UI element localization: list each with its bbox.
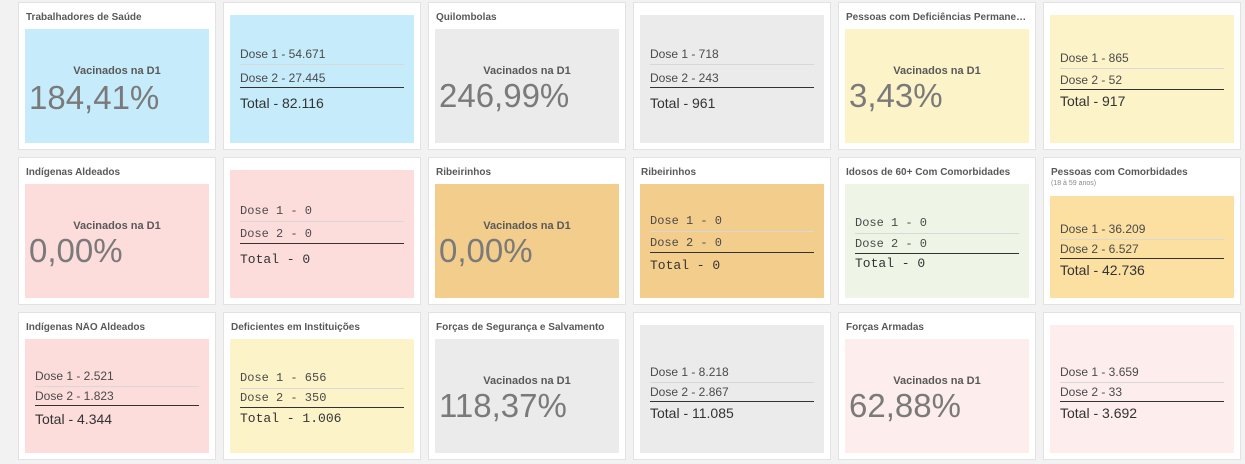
doses-box: Dose 1 - 0 Dose 2 - 0 Total - 0 [230, 170, 414, 298]
tile-title: Indígenas NÃO Aldeados [26, 322, 146, 333]
total-text: Total - 0 [650, 258, 721, 273]
dose1-text: Dose 1 - 865 [1060, 51, 1224, 69]
kpi-value: 62,88% [849, 387, 961, 424]
tile-title: Quilombolas [436, 12, 497, 23]
dose1-text: Dose 1 - 0 [240, 204, 404, 222]
kpi-value: 0,00% [439, 232, 533, 269]
tile-indigenas-aldeados-doses[interactable]: Dose 1 - 0 Dose 2 - 0 Total - 0 [223, 157, 421, 305]
dose2-text: Dose 2 - 6.527 [1060, 242, 1224, 259]
total-text: Total - 961 [650, 95, 716, 111]
dose2-text: Dose 2 - 27.445 [240, 71, 404, 88]
total-text: Total - 42.736 [1060, 262, 1145, 278]
doses-box: Dose 1 - 0 Dose 2 - 0 Total - 0 [845, 184, 1029, 298]
dose2-text: Dose 2 - 0 [855, 237, 1019, 254]
total-text: Total - 1.006 [240, 411, 342, 426]
dose1-text: Dose 1 - 0 [650, 214, 814, 232]
kpi-box: Vacinados na D1 184,41% [25, 29, 209, 143]
tile-forcas-seguranca[interactable]: Forças de Segurança e Salvamento Vacinad… [428, 312, 626, 460]
tile-quilombolas[interactable]: Quilombolas Vacinados na D1 246,99% [428, 2, 626, 150]
total-text: Total - 82.116 [240, 95, 324, 111]
kpi-label: Vacinados na D1 [483, 375, 571, 387]
kpi-box: Vacinados na D1 62,88% [845, 339, 1029, 453]
kpi-box: Vacinados na D1 246,99% [435, 29, 619, 143]
doses-box: Dose 1 - 2.521 Dose 2 - 1.823 Total - 4.… [25, 339, 209, 453]
total-text: Total - 0 [855, 256, 926, 271]
tile-forcas-armadas-doses[interactable]: Dose 1 - 3.659 Dose 2 - 33 Total - 3.692 [1043, 312, 1241, 460]
total-text: Total - 0 [240, 252, 311, 267]
tile-trabalhadores-saude[interactable]: Trabalhadores de Saúde Vacinados na D1 1… [18, 2, 216, 150]
total-text: Total - 3.692 [1060, 405, 1138, 421]
dose1-text: Dose 1 - 3.659 [1060, 365, 1224, 383]
tile-title: Pessoas com Deficiências Permanentes [846, 12, 1029, 23]
kpi-value: 246,99% [439, 77, 570, 114]
kpi-label: Vacinados na D1 [483, 65, 571, 77]
tile-title: Trabalhadores de Saúde [26, 12, 142, 23]
tile-pessoas-deficiencias-doses[interactable]: Dose 1 - 865 Dose 2 - 52 Total - 917 [1043, 2, 1241, 150]
doses-box: Dose 1 - 718 Dose 2 - 243 Total - 961 [640, 15, 824, 143]
dose2-text: Dose 2 - 33 [1060, 385, 1224, 402]
tile-indigenas-aldeados[interactable]: Indígenas Aldeados Vacinados na D1 0,00% [18, 157, 216, 305]
dose2-text: Dose 2 - 52 [1060, 73, 1224, 90]
dose1-text: Dose 1 - 8.218 [650, 365, 814, 383]
tile-ribeirinhos-doses[interactable]: Ribeirinhos Dose 1 - 0 Dose 2 - 0 Total … [633, 157, 831, 305]
dose2-text: Dose 2 - 350 [240, 391, 404, 408]
total-text: Total - 11.085 [650, 405, 734, 421]
tile-title: Ribeirinhos [436, 167, 492, 178]
kpi-label: Vacinados na D1 [893, 65, 981, 77]
doses-box: Dose 1 - 0 Dose 2 - 0 Total - 0 [640, 184, 824, 298]
tile-deficientes-instituicoes[interactable]: Deficientes em Instituições Dose 1 - 656… [223, 312, 421, 460]
tile-title: Pessoas com Comorbidades [1051, 167, 1188, 178]
kpi-box: Vacinados na D1 0,00% [435, 184, 619, 298]
tile-title: Forças Armadas [846, 322, 924, 333]
dose1-text: Dose 1 - 2.521 [35, 369, 199, 387]
total-text: Total - 4.344 [35, 411, 113, 427]
tile-idosos-comorbidades[interactable]: Idosos de 60+ Com Comorbidades Dose 1 - … [838, 157, 1036, 305]
dose1-text: Dose 1 - 656 [240, 371, 404, 389]
kpi-box: Vacinados na D1 118,37% [435, 339, 619, 453]
tile-ribeirinhos[interactable]: Ribeirinhos Vacinados na D1 0,00% [428, 157, 626, 305]
tile-title: Ribeirinhos [641, 167, 697, 178]
tile-subtitle: (18 à 59 anos) [1051, 180, 1097, 187]
tile-title: Forças de Segurança e Salvamento [436, 322, 605, 333]
total-text: Total - 917 [1060, 93, 1126, 109]
kpi-value: 0,00% [29, 232, 123, 269]
tile-forcas-armadas[interactable]: Forças Armadas Vacinados na D1 62,88% [838, 312, 1036, 460]
doses-box: Dose 1 - 656 Dose 2 - 350 Total - 1.006 [230, 339, 414, 453]
tile-title: Idosos de 60+ Com Comorbidades [846, 167, 1011, 178]
tile-quilombolas-doses[interactable]: Dose 1 - 718 Dose 2 - 243 Total - 961 [633, 2, 831, 150]
kpi-box: Vacinados na D1 0,00% [25, 184, 209, 298]
dose1-text: Dose 1 - 54.671 [240, 47, 404, 65]
doses-box: Dose 1 - 865 Dose 2 - 52 Total - 917 [1050, 15, 1234, 143]
doses-box: Dose 1 - 54.671 Dose 2 - 27.445 Total - … [230, 15, 414, 143]
kpi-label: Vacinados na D1 [893, 375, 981, 387]
dose2-text: Dose 2 - 1.823 [35, 389, 199, 406]
tile-indigenas-nao-aldeados[interactable]: Indígenas NÃO Aldeados Dose 1 - 2.521 Do… [18, 312, 216, 460]
doses-box: Dose 1 - 3.659 Dose 2 - 33 Total - 3.692 [1050, 325, 1234, 453]
kpi-label: Vacinados na D1 [73, 65, 161, 77]
doses-box: Dose 1 - 8.218 Dose 2 - 2.867 Total - 11… [640, 325, 824, 453]
dose2-text: Dose 2 - 0 [240, 227, 404, 244]
dose2-text: Dose 2 - 0 [650, 236, 814, 253]
kpi-value: 184,41% [29, 79, 160, 116]
kpi-value: 3,43% [849, 77, 943, 114]
tile-pessoas-deficiencias[interactable]: Pessoas com Deficiências Permanentes Vac… [838, 2, 1036, 150]
tile-forcas-seguranca-doses[interactable]: Dose 1 - 8.218 Dose 2 - 2.867 Total - 11… [633, 312, 831, 460]
tile-pessoas-comorbidades[interactable]: Pessoas com Comorbidades (18 à 59 anos) … [1043, 157, 1241, 305]
kpi-value: 118,37% [439, 387, 567, 424]
tile-title: Indígenas Aldeados [26, 167, 121, 178]
kpi-label: Vacinados na D1 [73, 220, 161, 232]
dose1-text: Dose 1 - 718 [650, 47, 814, 65]
tile-trabalhadores-saude-doses[interactable]: Dose 1 - 54.671 Dose 2 - 27.445 Total - … [223, 2, 421, 150]
dose1-text: Dose 1 - 0 [855, 216, 1019, 234]
tile-title: Deficientes em Instituições [231, 322, 360, 333]
dose1-text: Dose 1 - 36.209 [1060, 222, 1224, 240]
kpi-label: Vacinados na D1 [483, 220, 571, 232]
dose2-text: Dose 2 - 243 [650, 71, 814, 88]
doses-box: Dose 1 - 36.209 Dose 2 - 6.527 Total - 4… [1050, 196, 1234, 298]
dose2-text: Dose 2 - 2.867 [650, 385, 814, 402]
kpi-box: Vacinados na D1 3,43% [845, 29, 1029, 143]
